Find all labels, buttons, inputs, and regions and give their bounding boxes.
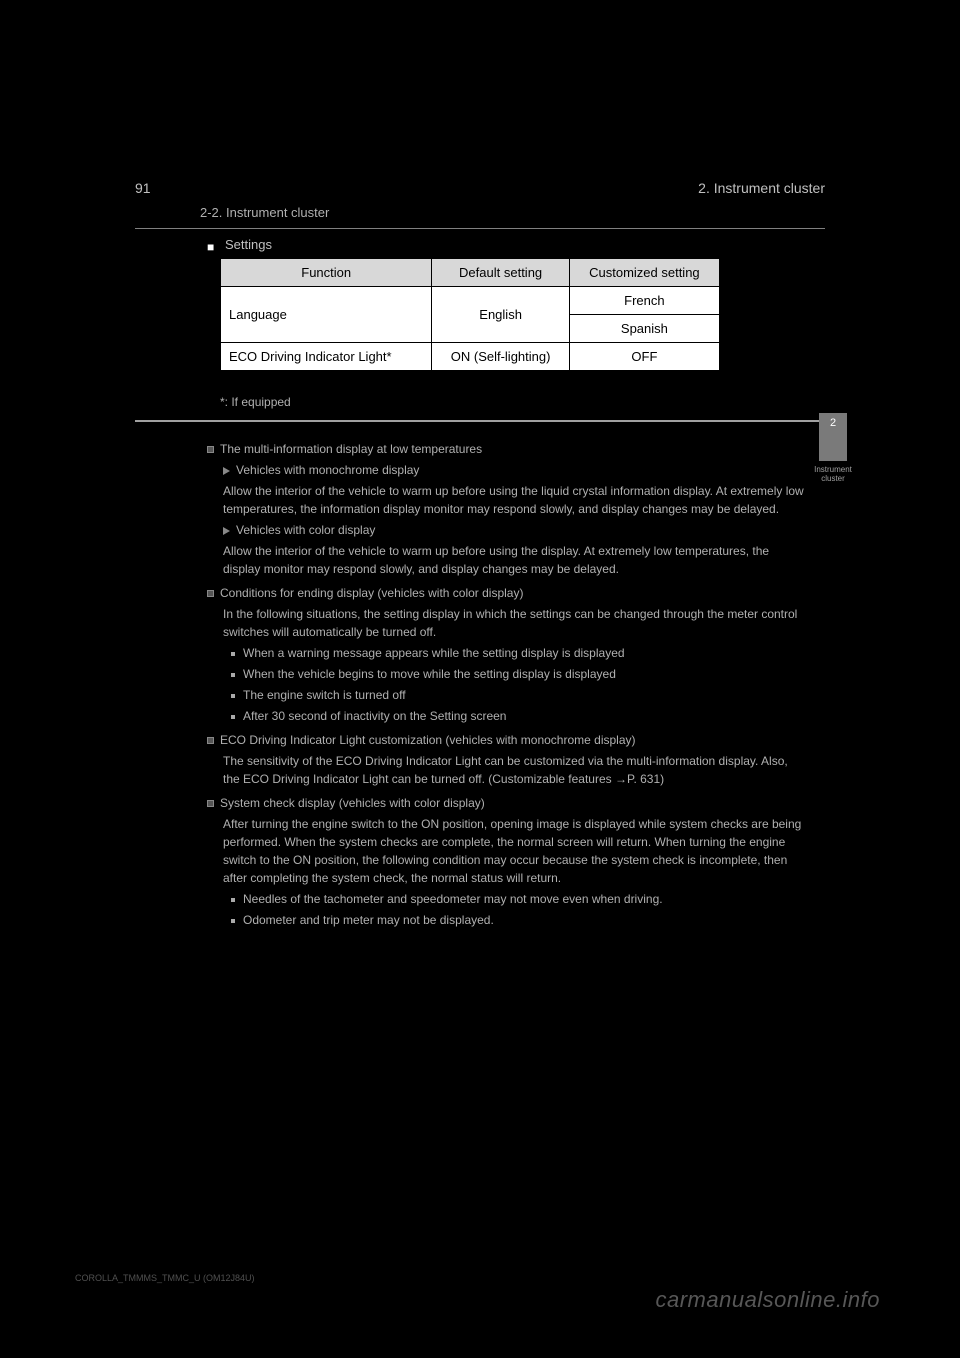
table-row: ECO Driving Indicator Light* ON (Self-li… (221, 343, 720, 371)
square-bullet-icon (207, 446, 214, 453)
cell-function: ECO Driving Indicator Light* (221, 343, 432, 371)
body-text: Allow the interior of the vehicle to war… (207, 542, 805, 578)
list-item: Needles of the tachometer and speedomete… (207, 890, 805, 908)
footnote: *: If equipped (220, 395, 291, 409)
cell-custom: French (569, 287, 719, 315)
dot-bullet-icon (231, 715, 235, 719)
cell-default: English (432, 287, 569, 343)
side-tab-label: Instrument cluster (812, 466, 854, 484)
section-heading: Conditions for ending display (vehicles … (207, 584, 805, 602)
sub-heading: Vehicles with color display (207, 521, 805, 539)
triangle-bullet-icon (223, 467, 230, 475)
section-subtitle: 2-2. Instrument cluster (200, 205, 329, 220)
table-row: Language English French (221, 287, 720, 315)
page-number: 91 (135, 180, 151, 196)
col-default: Default setting (432, 259, 569, 287)
list-item: The engine switch is turned off (207, 686, 805, 704)
list-item: When the vehicle begins to move while th… (207, 665, 805, 683)
body-text: In the following situations, the setting… (207, 605, 805, 641)
section-heading: ECO Driving Indicator Light customizatio… (207, 731, 805, 749)
cell-custom: OFF (569, 343, 719, 371)
body-text: The sensitivity of the ECO Driving Indic… (207, 752, 805, 788)
dot-bullet-icon (231, 694, 235, 698)
square-bullet-icon (207, 737, 214, 744)
section-heading: The multi-information display at low tem… (207, 440, 805, 458)
sub-heading: Vehicles with monochrome display (207, 461, 805, 479)
list-item: When a warning message appears while the… (207, 644, 805, 662)
document-code: COROLLA_TMMMS_TMMC_U (OM12J84U) (75, 1273, 255, 1283)
col-function: Function (221, 259, 432, 287)
list-item: After 30 second of inactivity on the Set… (207, 707, 805, 725)
list-item: Odometer and trip meter may not be displ… (207, 911, 805, 929)
side-tab: 2 (819, 413, 847, 461)
page-title: 2. Instrument cluster (698, 180, 825, 196)
side-tab-number: 2 (819, 417, 847, 429)
cell-function: Language (221, 287, 432, 343)
square-bullet-icon: ■ (207, 240, 214, 254)
dot-bullet-icon (231, 673, 235, 677)
square-bullet-icon (207, 590, 214, 597)
table-header-row: Function Default setting Customized sett… (221, 259, 720, 287)
body-text: Allow the interior of the vehicle to war… (207, 482, 805, 518)
settings-label: Settings (225, 237, 272, 252)
settings-table: Function Default setting Customized sett… (220, 258, 720, 371)
dot-bullet-icon (231, 919, 235, 923)
watermark: carmanualsonline.info (655, 1287, 880, 1313)
dot-bullet-icon (231, 898, 235, 902)
cell-default: ON (Self-lighting) (432, 343, 569, 371)
divider-top (135, 228, 825, 229)
content-body: The multi-information display at low tem… (207, 440, 805, 932)
square-bullet-icon (207, 800, 214, 807)
col-custom: Customized setting (569, 259, 719, 287)
dot-bullet-icon (231, 652, 235, 656)
triangle-bullet-icon (223, 527, 230, 535)
cell-custom: Spanish (569, 315, 719, 343)
section-heading: System check display (vehicles with colo… (207, 794, 805, 812)
divider-mid (135, 420, 825, 422)
body-text: After turning the engine switch to the O… (207, 815, 805, 887)
